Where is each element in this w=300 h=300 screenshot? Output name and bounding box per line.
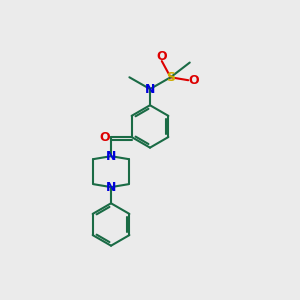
Text: O: O xyxy=(100,130,110,143)
Text: S: S xyxy=(166,71,175,84)
Text: O: O xyxy=(188,74,199,87)
Text: N: N xyxy=(106,150,116,163)
Text: N: N xyxy=(106,181,116,194)
Text: N: N xyxy=(145,82,155,95)
Text: O: O xyxy=(157,50,167,63)
